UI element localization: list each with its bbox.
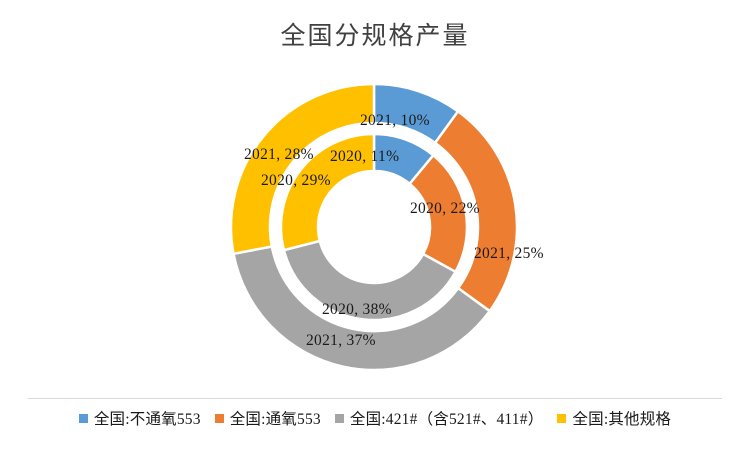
data-label-2020-blue: 2020, 11%	[330, 148, 400, 165]
legend-swatch-icon-1	[214, 413, 224, 423]
legend-item-1[interactable]: 全国:通氧553	[214, 407, 321, 429]
donut-slice-2021-3[interactable]	[229, 82, 376, 256]
legend-label-2: 全国:421#（含521#、411#）	[349, 411, 544, 428]
legend-item-2[interactable]: 全国:421#（含521#、411#）	[334, 407, 544, 429]
legend-item-3[interactable]: 全国:其他规格	[557, 407, 671, 429]
legend-label-3: 全国:其他规格	[572, 411, 672, 428]
donut-plot-area: 2021, 10% 2020, 11% 2020, 22% 2021, 25% …	[0, 60, 750, 390]
double-donut-chart	[229, 82, 519, 372]
data-label-2021-yellow: 2021, 28%	[244, 146, 314, 163]
legend-swatch-icon-3	[557, 413, 567, 423]
legend-divider	[28, 398, 722, 399]
chart-legend: 全国:不通氧553 全国:通氧553 全国:421#（含521#、411#） 全国:其…	[0, 398, 750, 438]
donut-slice-2020-3[interactable]	[279, 132, 376, 252]
chart-title: 全国分规格产量	[280, 23, 470, 50]
donut-slice-2021-2[interactable]	[232, 245, 492, 372]
legend-label-0: 全国:不通氧553	[93, 411, 201, 428]
data-label-2021-orange: 2021, 25%	[474, 245, 544, 262]
legend-label-1: 全国:通氧553	[229, 411, 321, 428]
legend-item-0[interactable]: 全国:不通氧553	[78, 407, 201, 429]
data-label-2020-orange: 2020, 22%	[410, 200, 480, 217]
data-label-2021-gray: 2021, 37%	[306, 332, 376, 349]
donut-rings	[229, 82, 519, 372]
data-label-2021-blue: 2021, 10%	[360, 112, 430, 129]
donut-slice-2020-2[interactable]	[282, 239, 458, 322]
data-label-2020-gray: 2020, 38%	[322, 301, 392, 318]
legend-swatch-icon-0	[78, 413, 88, 423]
legend-swatch-icon-2	[334, 413, 344, 423]
data-label-2020-yellow: 2020, 29%	[261, 172, 331, 189]
